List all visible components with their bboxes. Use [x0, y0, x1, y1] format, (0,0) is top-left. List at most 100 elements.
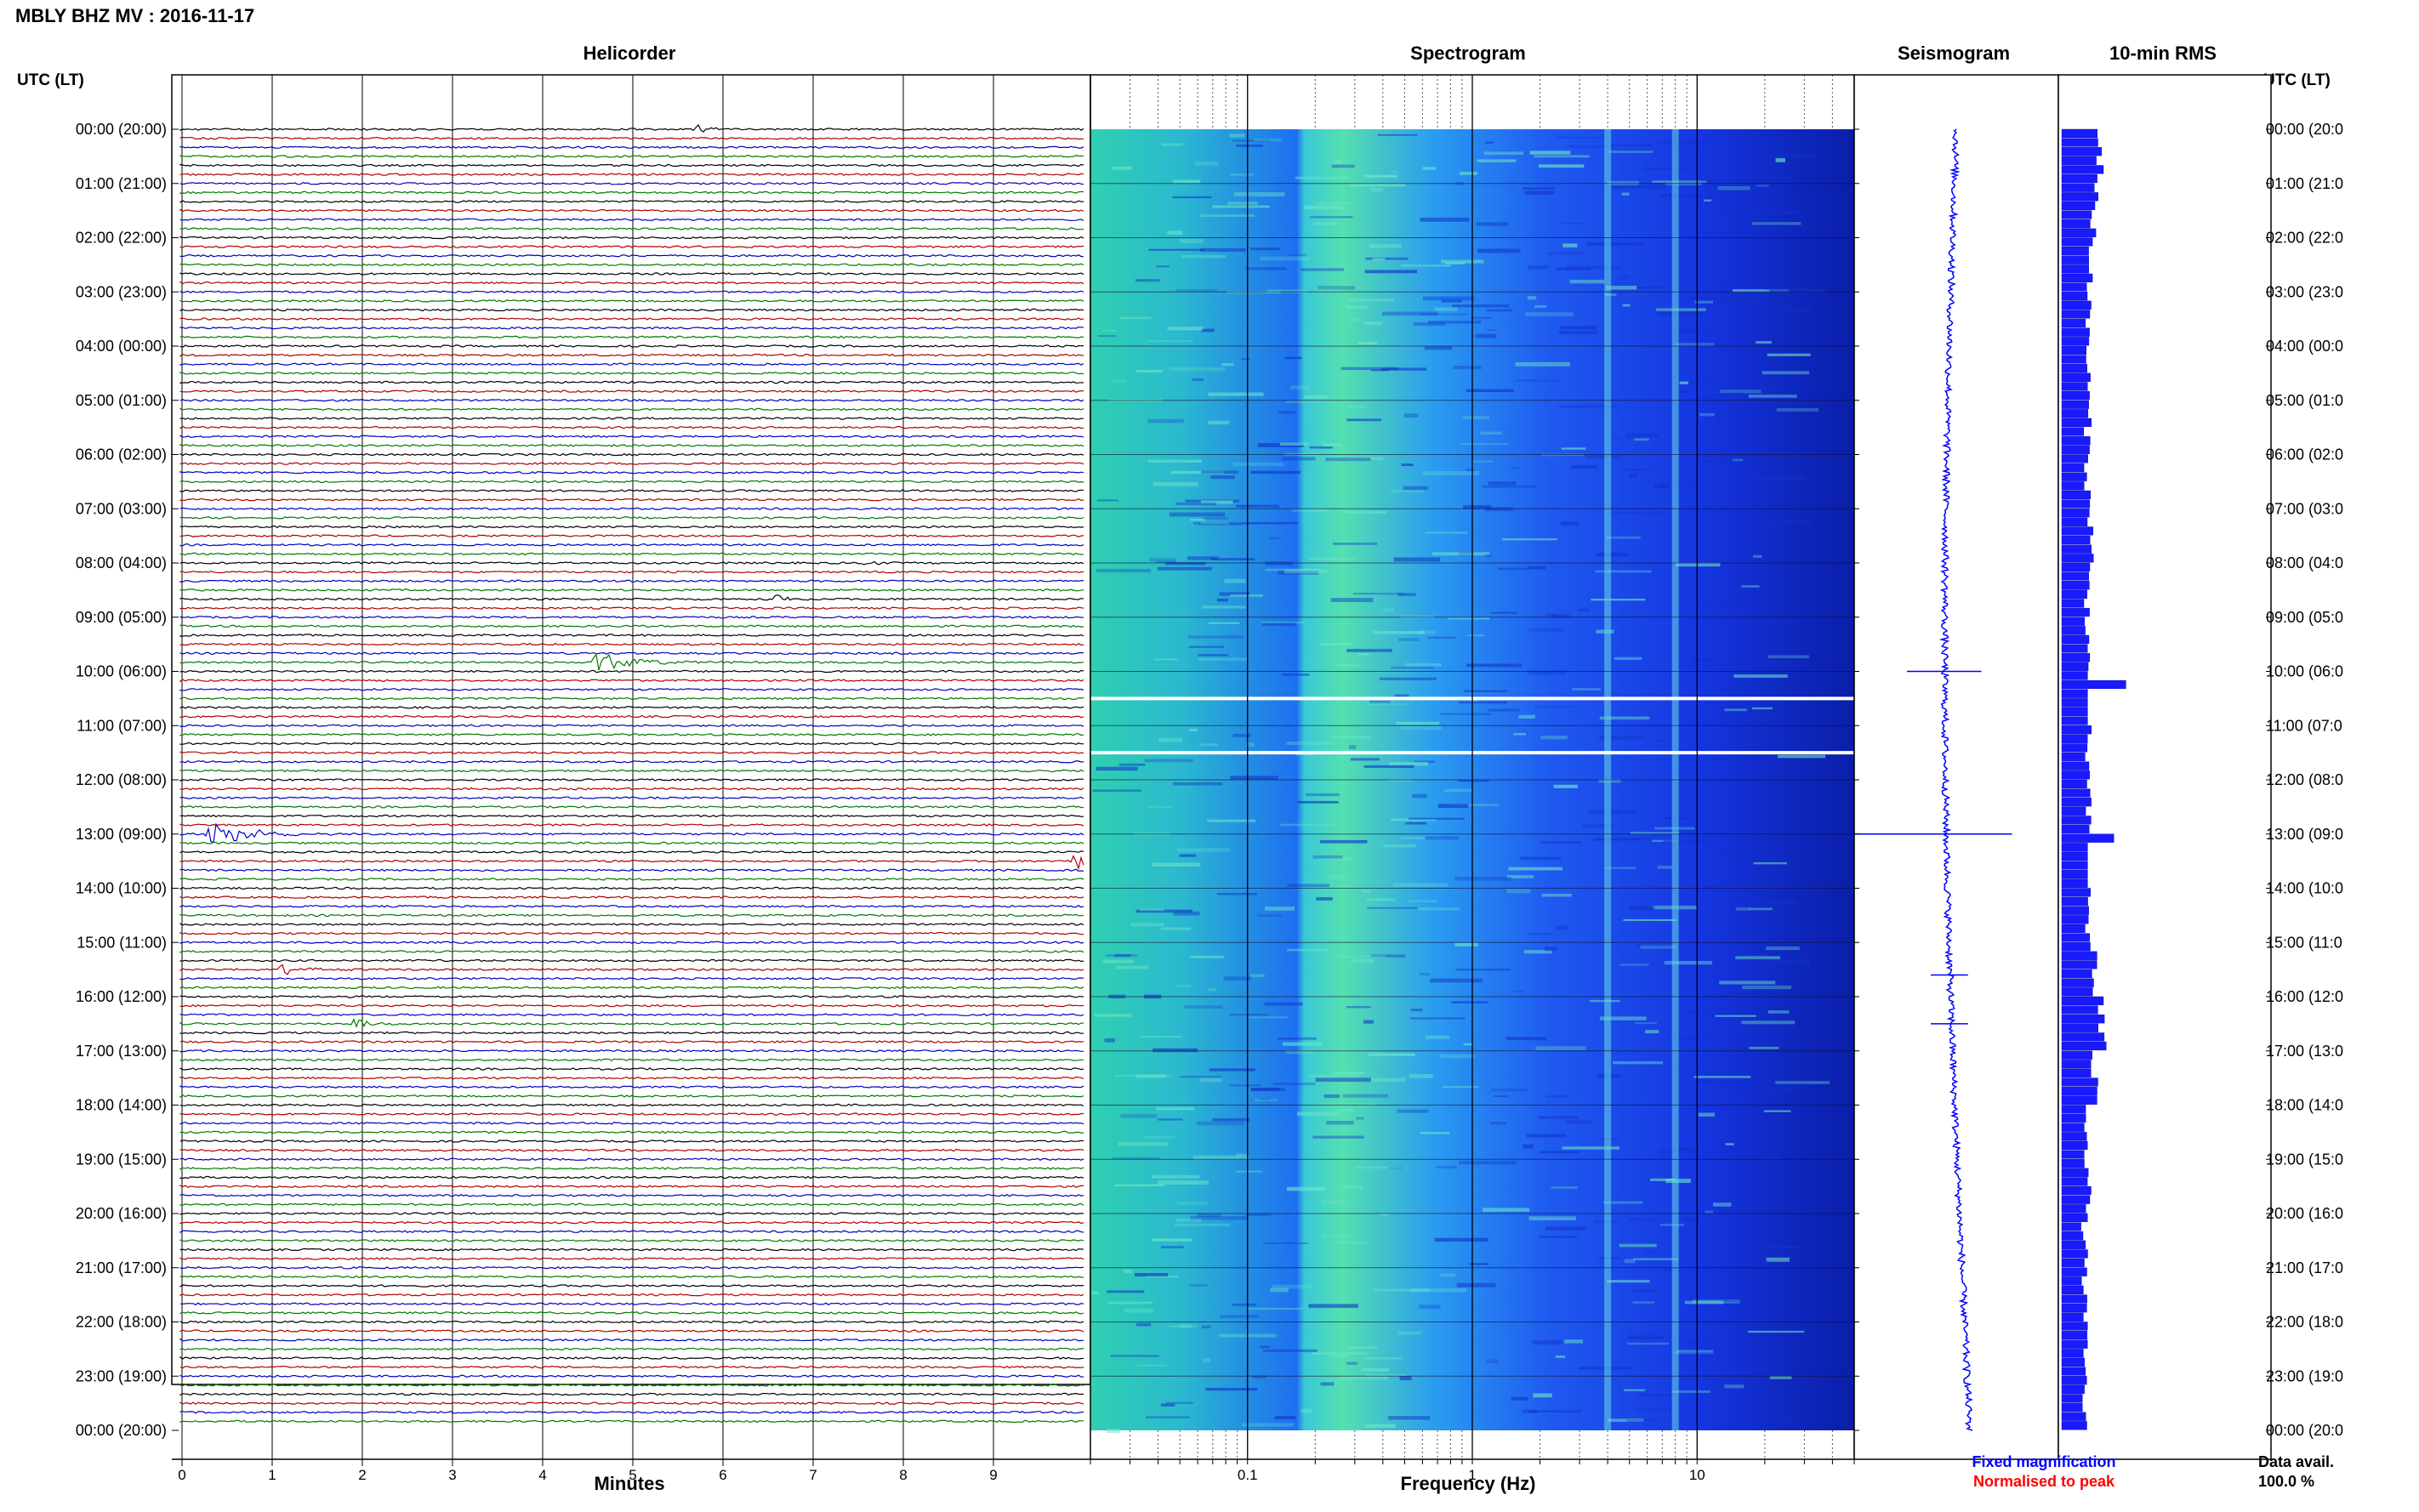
- spectrogram-streak: [1565, 1120, 1591, 1124]
- right-time-label: 23:00 (19:0: [2266, 1367, 2343, 1384]
- helicorder-trace: [179, 963, 1084, 975]
- spectrogram-streak: [1713, 1202, 1732, 1207]
- spectrogram-streak: [1567, 145, 1614, 149]
- data-avail-value: 100.0 %: [2258, 1473, 2314, 1490]
- spectrogram-streak: [1663, 839, 1710, 844]
- spectrogram-streak: [1569, 279, 1605, 284]
- spectrogram-streak: [1666, 143, 1708, 145]
- spectrogram-streak: [1623, 918, 1677, 922]
- spectrogram-streak: [1151, 862, 1201, 867]
- spectrogram-streak: [1201, 328, 1215, 333]
- spectrogram-streak: [1249, 1016, 1289, 1019]
- spectrogram-streak: [1208, 420, 1230, 425]
- spectrogram-streak: [1260, 1345, 1271, 1349]
- rms-bar: [2061, 554, 2094, 563]
- spectrogram-streak: [1427, 321, 1482, 324]
- right-axis-header: UTC (LT): [2263, 71, 2331, 89]
- helicorder-trace: [179, 669, 1084, 674]
- spectrogram-streak: [1515, 361, 1570, 367]
- helicorder-trace: [179, 1275, 1084, 1279]
- spectrogram-streak: [1265, 568, 1321, 571]
- rms-bar: [2061, 1339, 2088, 1349]
- rms-bar: [2061, 1330, 2087, 1340]
- legend-normalised: Normalised to peak: [1973, 1473, 2115, 1490]
- spectrogram-streak: [1381, 367, 1427, 371]
- spectrogram-streak: [1175, 289, 1218, 292]
- spectrogram-streak: [1762, 958, 1810, 963]
- spectrogram-streak: [1645, 1249, 1659, 1254]
- rms-bar: [2061, 300, 2092, 310]
- spectrogram-streak: [1175, 1218, 1202, 1222]
- spectrogram-streak: [1483, 1208, 1530, 1212]
- rms-bar: [2061, 400, 2089, 409]
- rms-bar: [2061, 644, 2088, 653]
- rms-bar: [2061, 156, 2097, 165]
- helicorder-trace: [179, 1130, 1084, 1134]
- spectrogram-streak: [1149, 558, 1177, 562]
- spectrogram-streak: [1422, 167, 1437, 170]
- spectrogram-streak: [1230, 173, 1254, 176]
- helicorder-xlabel: Minutes: [594, 1473, 664, 1494]
- spectrogram-streak: [1201, 1325, 1211, 1329]
- spectrogram-streak: [1660, 194, 1703, 197]
- rms-bar: [2061, 996, 2104, 1006]
- rms-bar: [2061, 798, 2092, 807]
- right-time-label: 03:00 (23:0: [2266, 283, 2343, 300]
- helicorder-trace: [179, 634, 1084, 637]
- spectrogram-xlabel: Frequency (Hz): [1401, 1473, 1536, 1494]
- spectrogram-streak: [1090, 1291, 1099, 1295]
- right-time-label: 00:00 (20:0: [2266, 1422, 2343, 1439]
- spectrogram-streak: [1608, 1418, 1644, 1422]
- right-time-label: 15:00 (11:0: [2266, 934, 2342, 951]
- helicorder-trace: [179, 787, 1084, 791]
- spectrogram-streak: [1289, 253, 1307, 257]
- spectrogram-streak: [1608, 151, 1653, 153]
- right-time-label: 00:00 (20:0: [2266, 121, 2343, 138]
- rms-bar: [2061, 355, 2086, 364]
- spectrogram-streak: [1488, 708, 1520, 712]
- helicorder-trace: [179, 290, 1084, 294]
- spectrogram-streak: [1640, 1341, 1651, 1345]
- spectrogram-streak: [1284, 356, 1302, 360]
- spectrogram-streak: [1219, 592, 1250, 596]
- helicorder-trace: [179, 380, 1084, 384]
- spectrogram-streak: [1540, 841, 1582, 844]
- spectrogram-streak: [1403, 413, 1419, 418]
- spectrogram-streak: [1123, 1269, 1133, 1274]
- spectrogram-streak: [1261, 621, 1305, 624]
- spectrogram-streak: [1255, 1099, 1278, 1102]
- spectrogram-streak: [1357, 341, 1378, 344]
- spectrogram-streak: [1313, 222, 1338, 225]
- spectrogram-streak: [1523, 1144, 1534, 1149]
- rms-bar: [2061, 165, 2104, 174]
- spectrogram-streak: [1466, 663, 1522, 668]
- spectrogram-streak: [1369, 188, 1383, 192]
- spectrogram-streak: [1285, 401, 1337, 403]
- spectrogram-streak: [1606, 286, 1637, 290]
- spectrogram-streak: [1144, 759, 1193, 763]
- spectrogram-streak: [1753, 554, 1762, 558]
- spectrogram-streak: [1394, 694, 1409, 698]
- spectrogram-streak: [1198, 523, 1244, 526]
- spectrogram-streak: [1199, 1077, 1222, 1083]
- helicorder-tick-label: 1: [268, 1467, 276, 1483]
- helicorder-trace: [179, 480, 1084, 484]
- rms-bar: [2061, 779, 2087, 789]
- spectrogram-streak: [1676, 1350, 1714, 1352]
- helicorder-trace: [179, 931, 1084, 935]
- spectrogram-streak: [1366, 1374, 1407, 1377]
- spectrogram-streak: [1112, 166, 1132, 170]
- rms-bar: [2061, 1113, 2086, 1123]
- spectrogram-streak: [1383, 844, 1416, 848]
- helicorder-trace: [179, 372, 1084, 375]
- helicorder-trace: [179, 208, 1084, 213]
- spectrogram-streak: [1762, 371, 1810, 375]
- spectrogram-streak: [1281, 673, 1310, 676]
- spectrogram-streak: [1365, 257, 1409, 260]
- rms-bar: [2061, 1068, 2092, 1078]
- spectrogram-streak: [1578, 608, 1590, 612]
- helicorder-trace: [179, 1419, 1084, 1424]
- rms-bar: [2061, 192, 2098, 202]
- left-time-label: 11:00 (07:00): [77, 717, 167, 734]
- spectrogram-streak: [1212, 205, 1270, 208]
